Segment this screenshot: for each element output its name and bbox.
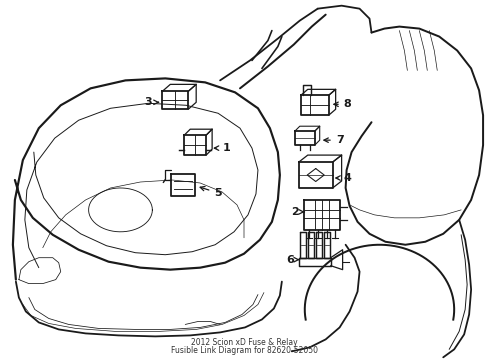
Text: 5: 5 xyxy=(200,186,222,198)
Text: 3: 3 xyxy=(144,97,158,107)
Text: 2: 2 xyxy=(290,207,304,217)
Text: Fusible Link Diagram for 82620-52050: Fusible Link Diagram for 82620-52050 xyxy=(170,346,317,355)
Text: 4: 4 xyxy=(335,173,351,183)
Text: 7: 7 xyxy=(323,135,343,145)
Text: 2012 Scion xD Fuse & Relay: 2012 Scion xD Fuse & Relay xyxy=(190,338,297,347)
Text: 6: 6 xyxy=(285,255,299,265)
Text: 8: 8 xyxy=(333,99,351,109)
Text: 1: 1 xyxy=(214,143,229,153)
